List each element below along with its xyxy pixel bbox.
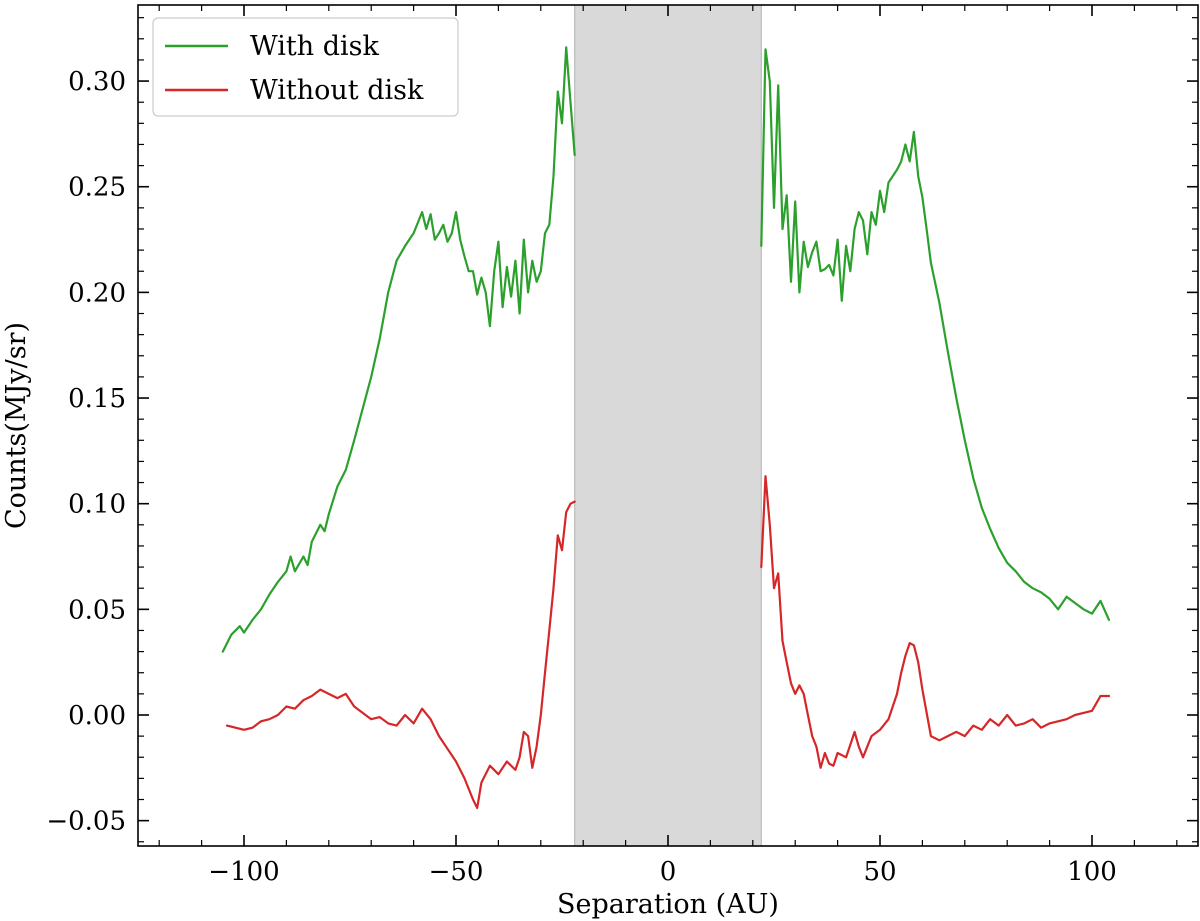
y-tick-label: 0.25 xyxy=(68,173,126,203)
y-tick-label: 0.00 xyxy=(68,701,126,731)
x-axis-label: Separation (AU) xyxy=(557,889,779,920)
series-line-without-disk-left xyxy=(225,500,576,810)
x-tick-label: 0 xyxy=(660,857,677,887)
series-line-without-disk-right xyxy=(760,475,1111,769)
y-tick-label: 0.05 xyxy=(68,595,126,625)
y-tick-label: 0.30 xyxy=(68,67,126,97)
y-tick-label: 0.15 xyxy=(68,384,126,414)
tick-labels-layer: −100 −50 0 50 100 −0.05 0.00 0.05 0.10 0.15 0.20 0.… xyxy=(46,67,1117,887)
masked-region xyxy=(574,4,762,847)
series-line-with-disk-left xyxy=(221,46,576,653)
masked-region-layer xyxy=(574,4,762,847)
y-tick-label: 0.20 xyxy=(68,278,126,308)
ticks-layer xyxy=(138,5,1198,846)
x-tick-label: −50 xyxy=(429,857,484,887)
x-tick-label: 100 xyxy=(1067,857,1117,887)
x-tick-label: −100 xyxy=(208,857,279,887)
x-tick-label: 50 xyxy=(863,857,896,887)
legend-label-without-disk: Without disk xyxy=(250,75,424,106)
y-tick-label: −0.05 xyxy=(46,807,126,837)
legend: With disk Without disk xyxy=(152,17,459,117)
y-tick-label: 0.10 xyxy=(68,490,126,520)
series-line-with-disk-right xyxy=(760,48,1111,622)
legend-label-with-disk: With disk xyxy=(250,31,380,62)
y-axis-label: Counts(MJy/sr) xyxy=(1,322,32,529)
legend-box xyxy=(152,17,459,117)
series-layer xyxy=(221,46,1111,810)
